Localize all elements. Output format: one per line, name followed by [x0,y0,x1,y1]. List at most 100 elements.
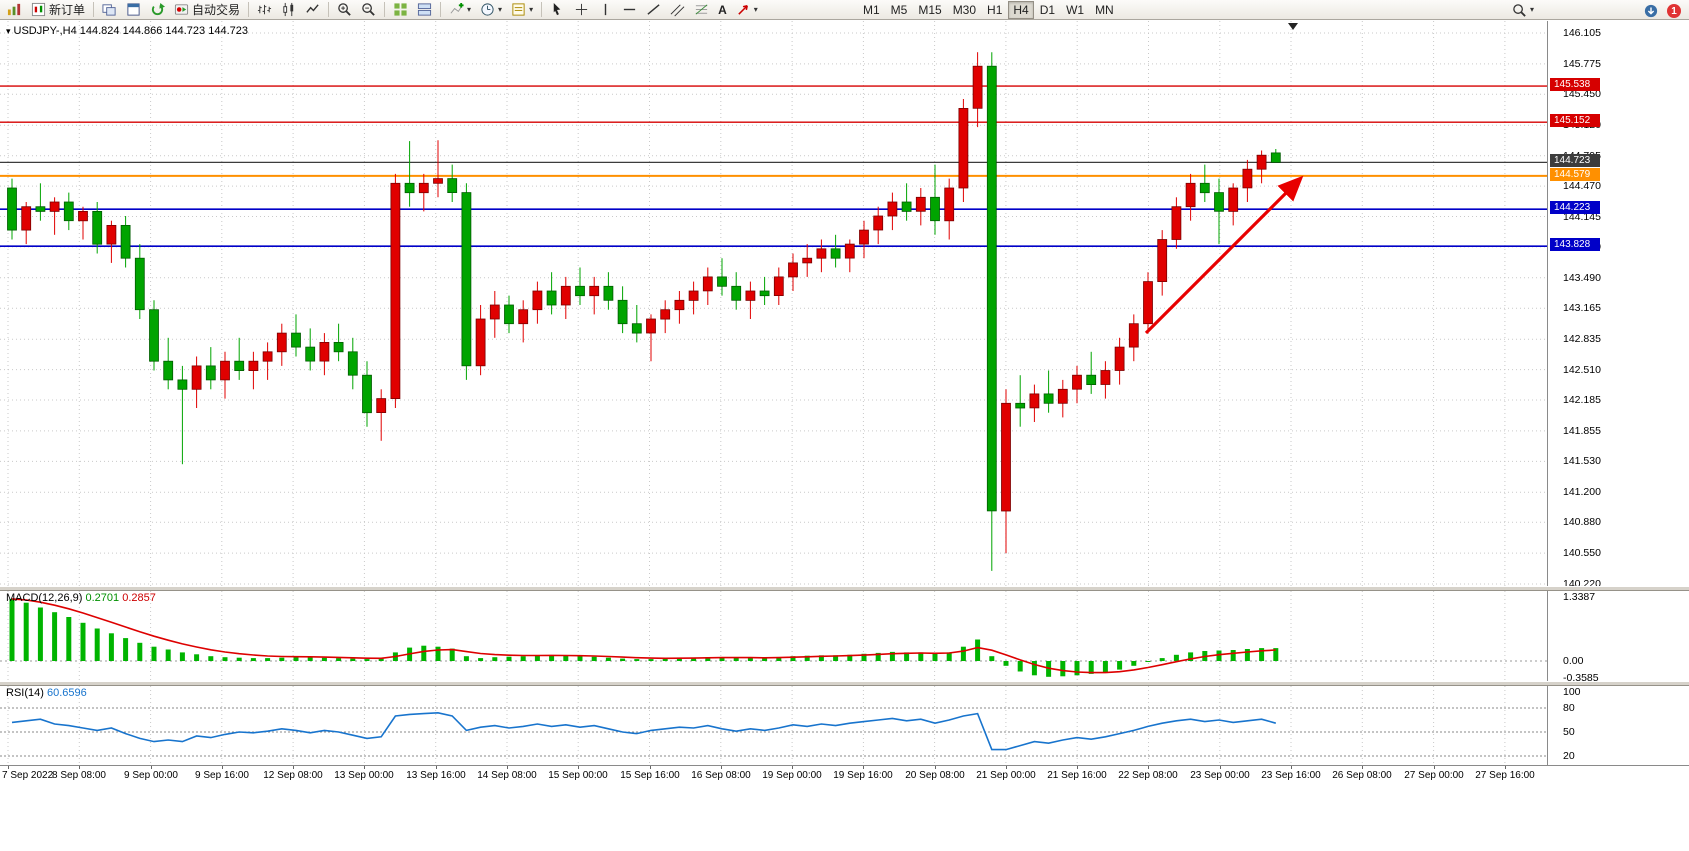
timeframe-m1-button[interactable]: M1 [858,1,885,19]
rsi-tick-label: 80 [1563,702,1575,714]
tile-windows-icon [394,3,407,16]
arrange-windows-button[interactable] [413,1,436,19]
rsi-label: RSI(14) 60.6596 [6,687,87,699]
time-tick-label: 14 Sep 08:00 [477,770,537,781]
refresh-button[interactable] [146,1,169,19]
market-watch-button[interactable] [122,1,145,19]
toolbar-separator [328,2,330,17]
timeframe-h4-button[interactable]: H4 [1008,1,1034,19]
panel-splitter[interactable] [0,586,1689,591]
chevron-down-icon: ▾ [467,4,472,14]
time-tick-label: 12 Sep 08:00 [263,770,323,781]
main-chart-canvas[interactable] [0,21,1547,586]
window-cascade-button[interactable] [98,1,121,19]
macd-tick-label: 0.00 [1563,655,1584,667]
fibonacci-icon [695,4,708,15]
chart-collapse-icon[interactable]: ▾ [6,26,11,36]
zoom-out-button[interactable] [357,1,380,19]
timeframe-m15-button[interactable]: M15 [913,1,946,19]
price-axis[interactable]: 146.105145.775145.450145.120144.795144.4… [1547,21,1689,765]
time-tick [1291,766,1292,769]
macd-value: 0.2701 [85,592,120,604]
rsi-panel-canvas[interactable] [0,686,1547,765]
tile-windows-button[interactable] [389,1,412,19]
new-chart-button[interactable] [3,1,26,19]
timeframe-mn-button[interactable]: MN [1090,1,1119,19]
time-tick-label: 9 Sep 16:00 [195,770,249,781]
price-tick-label: 141.530 [1563,455,1601,467]
price-level-tag: 145.152 [1550,114,1600,127]
time-tick [436,766,437,769]
time-tick-label: 15 Sep 16:00 [620,770,680,781]
cursor-tool-button[interactable] [546,1,569,19]
notification-badge[interactable]: 1 [1667,4,1681,18]
time-tick [578,766,579,769]
candlestick-mode-button[interactable] [277,1,300,19]
candlestick-icon [283,2,294,17]
trendline-tool-button[interactable] [642,1,665,19]
horizontal-line-tool-button[interactable] [618,1,641,19]
price-tick-label: 143.490 [1563,272,1601,284]
toolbar-separator [384,2,386,17]
time-tick [79,766,80,769]
price-tick-label: 145.775 [1563,58,1601,70]
chevron-down-icon: ▾ [1530,5,1535,14]
search-button[interactable]: ▾ [1508,1,1538,19]
zoom-in-icon [338,3,351,16]
periods-button[interactable]: ▾ [476,1,506,19]
download-arrow-icon [1644,4,1658,18]
new-order-button[interactable]: 新订单 [27,1,89,19]
time-tick [1505,766,1506,769]
timeframe-m5-button[interactable]: M5 [886,1,913,19]
channel-tool-button[interactable] [666,1,689,19]
price-tick-label: 141.855 [1563,425,1601,437]
macd-tick-label: 1.3387 [1563,591,1596,603]
autotrading-icon [174,4,189,15]
arrows-tool-button[interactable]: ▾ [732,1,762,19]
time-tick [1148,766,1149,769]
toolbar-separator [541,2,543,17]
price-tick-label: 146.105 [1563,27,1601,39]
price-level-tag: 143.828 [1550,238,1600,251]
time-tick [8,766,9,769]
time-tick [364,766,365,769]
toolbar: 新订单 自动交易 [0,0,1689,20]
templates-button[interactable]: ▾ [507,1,537,19]
vertical-line-tool-button[interactable] [594,1,617,19]
crosshair-tool-button[interactable] [570,1,593,19]
autotrading-button[interactable]: 自动交易 [170,1,244,19]
rsi-tick-label: 100 [1563,686,1581,698]
text-tool-button[interactable]: A [714,1,731,19]
fibonacci-tool-button[interactable] [690,1,713,19]
timeframe-w1-button[interactable]: W1 [1061,1,1089,19]
community-button[interactable] [1640,2,1662,20]
indicators-icon [450,2,464,14]
time-tick [293,766,294,769]
indicators-button[interactable]: ▾ [445,1,475,19]
chevron-down-icon: ▾ [529,4,534,14]
time-tick-label: 13 Sep 00:00 [334,770,394,781]
window-cascade-icon [102,4,116,16]
time-tick-label: 21 Sep 16:00 [1047,770,1107,781]
timeframe-d1-button[interactable]: D1 [1035,1,1060,19]
timeframe-m30-button[interactable]: M30 [948,1,981,19]
price-tick-label: 144.145 [1563,211,1601,223]
macd-panel-canvas[interactable] [0,591,1547,681]
market-watch-icon [127,3,140,16]
line-chart-mode-button[interactable] [301,1,324,19]
time-tick [1220,766,1221,769]
bar-chart-mode-button[interactable] [253,1,276,19]
price-tick-label: 145.450 [1563,88,1601,100]
time-tick [935,766,936,769]
time-tick [1362,766,1363,769]
chart-ohlc-values: 144.824 144.866 144.723 144.723 [79,25,248,37]
time-tick-label: 13 Sep 16:00 [406,770,466,781]
time-axis[interactable]: 7 Sep 2022 8 Sep 08:00 9 Sep 00:00 9 Sep 16… [0,765,1689,786]
timeframe-h1-button[interactable]: H1 [982,1,1007,19]
time-tick [650,766,651,769]
chart-bars-icon [7,3,21,16]
price-tick-label: 144.470 [1563,180,1601,192]
zoom-in-button[interactable] [333,1,356,19]
time-tick-label: 26 Sep 08:00 [1332,770,1392,781]
panel-splitter[interactable] [0,681,1689,686]
